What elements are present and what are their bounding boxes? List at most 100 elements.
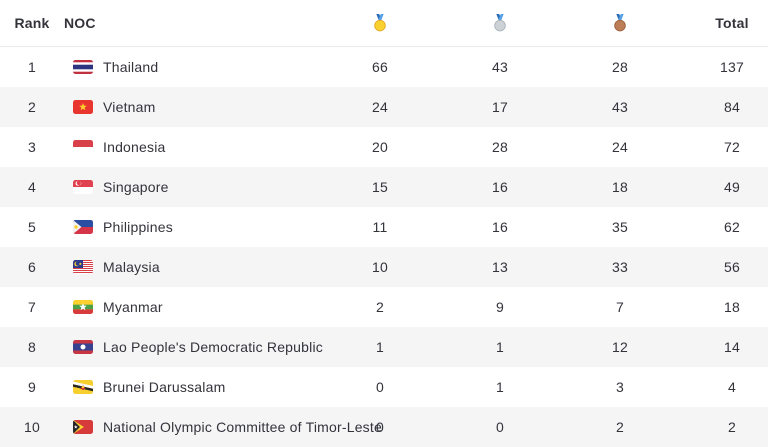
table-row-philippines: 5 Philippines 11 16 35 62 <box>0 207 768 247</box>
rank-cell: 7 <box>28 299 36 315</box>
flag-vietnam-icon <box>73 100 93 114</box>
table-row-timor-leste: 10 National Olympic Committee of Timor-L… <box>0 407 768 447</box>
table-row-thailand: 1 Thailand 66 43 28 137 <box>0 47 768 87</box>
total-cell: 137 <box>720 59 744 75</box>
gold-cell: 0 <box>376 379 384 395</box>
rank-cell: 9 <box>28 379 36 395</box>
header-noc: NOC <box>64 15 96 31</box>
noc-name: Brunei Darussalam <box>103 379 226 395</box>
bronze-cell: 3 <box>616 379 624 395</box>
table-row-laos: 8 Lao People's Democratic Republic 1 1 1… <box>0 327 768 367</box>
total-cell: 72 <box>724 139 740 155</box>
silver-cell: 43 <box>492 59 508 75</box>
flag-brunei-icon <box>73 380 93 394</box>
gold-medal-icon <box>372 14 388 32</box>
rank-cell: 6 <box>28 259 36 275</box>
noc-cell: Singapore <box>64 179 320 195</box>
flag-timor-leste-icon <box>73 420 93 434</box>
noc-name: Philippines <box>103 219 173 235</box>
header-rank: Rank <box>14 15 50 31</box>
silver-cell: 28 <box>492 139 508 155</box>
flag-myanmar-icon <box>73 300 93 314</box>
header-bronze <box>560 14 680 32</box>
flag-philippines-icon <box>73 220 93 234</box>
header-silver <box>440 14 560 32</box>
noc-name: Vietnam <box>103 99 156 115</box>
flag-indonesia-icon <box>73 140 93 154</box>
noc-cell: Vietnam <box>64 99 320 115</box>
silver-cell: 16 <box>492 179 508 195</box>
noc-name: National Olympic Committee of Timor-Lest… <box>103 419 382 435</box>
gold-cell: 20 <box>372 139 388 155</box>
table-row-indonesia: 3 Indonesia 20 28 24 72 <box>0 127 768 167</box>
rank-cell: 8 <box>28 339 36 355</box>
header-gold <box>320 14 440 32</box>
bronze-cell: 2 <box>616 419 624 435</box>
flag-malaysia-icon <box>73 260 93 274</box>
total-cell: 62 <box>724 219 740 235</box>
bronze-medal-icon <box>612 14 628 32</box>
noc-cell: Malaysia <box>64 259 320 275</box>
total-cell: 18 <box>724 299 740 315</box>
rank-cell: 2 <box>28 99 36 115</box>
gold-cell: 0 <box>376 419 384 435</box>
rank-cell: 10 <box>24 419 40 435</box>
table-header-row: Rank NOC Total <box>0 0 768 47</box>
noc-name: Thailand <box>103 59 159 75</box>
rank-cell: 5 <box>28 219 36 235</box>
gold-cell: 66 <box>372 59 388 75</box>
table-row-brunei: 9 Brunei Darussalam 0 1 3 4 <box>0 367 768 407</box>
total-cell: 49 <box>724 179 740 195</box>
flag-singapore-icon <box>73 180 93 194</box>
gold-cell: 1 <box>376 339 384 355</box>
table-row-vietnam: 2 Vietnam 24 17 43 84 <box>0 87 768 127</box>
gold-cell: 24 <box>372 99 388 115</box>
silver-cell: 13 <box>492 259 508 275</box>
bronze-cell: 35 <box>612 219 628 235</box>
noc-cell: Lao People's Democratic Republic <box>64 339 323 355</box>
gold-cell: 15 <box>372 179 388 195</box>
silver-medal-icon <box>492 14 508 32</box>
noc-cell: National Olympic Committee of Timor-Lest… <box>64 419 382 435</box>
gold-cell: 10 <box>372 259 388 275</box>
silver-cell: 9 <box>496 299 504 315</box>
noc-cell: Brunei Darussalam <box>64 379 320 395</box>
noc-cell: Indonesia <box>64 139 320 155</box>
noc-name: Malaysia <box>103 259 160 275</box>
gold-cell: 11 <box>372 219 388 235</box>
noc-cell: Myanmar <box>64 299 320 315</box>
rank-cell: 1 <box>28 59 36 75</box>
flag-laos-icon <box>73 340 93 354</box>
table-row-myanmar: 7 Myanmar 2 9 7 18 <box>0 287 768 327</box>
noc-name: Indonesia <box>103 139 166 155</box>
noc-name: Lao People's Democratic Republic <box>103 339 323 355</box>
flag-thailand-icon <box>73 60 93 74</box>
silver-cell: 1 <box>496 379 504 395</box>
total-cell: 84 <box>724 99 740 115</box>
bronze-cell: 18 <box>612 179 628 195</box>
silver-cell: 1 <box>496 339 504 355</box>
noc-cell: Thailand <box>64 59 320 75</box>
total-cell: 56 <box>724 259 740 275</box>
noc-cell: Philippines <box>64 219 320 235</box>
total-cell: 14 <box>724 339 740 355</box>
noc-name: Myanmar <box>103 299 163 315</box>
bronze-cell: 28 <box>612 59 628 75</box>
bronze-cell: 33 <box>612 259 628 275</box>
table-row-malaysia: 6 Malaysia 10 13 33 56 <box>0 247 768 287</box>
silver-cell: 17 <box>492 99 508 115</box>
gold-cell: 2 <box>376 299 384 315</box>
bronze-cell: 7 <box>616 299 624 315</box>
rank-cell: 4 <box>28 179 36 195</box>
header-total: Total <box>715 15 749 31</box>
noc-name: Singapore <box>103 179 169 195</box>
table-body: 1 Thailand 66 43 28 137 2 Vietnam 24 17 <box>0 47 768 447</box>
bronze-cell: 12 <box>612 339 628 355</box>
bronze-cell: 43 <box>612 99 628 115</box>
silver-cell: 16 <box>492 219 508 235</box>
total-cell: 2 <box>728 419 736 435</box>
table-row-singapore: 4 Singapore 15 16 18 49 <box>0 167 768 207</box>
total-cell: 4 <box>728 379 736 395</box>
bronze-cell: 24 <box>612 139 628 155</box>
